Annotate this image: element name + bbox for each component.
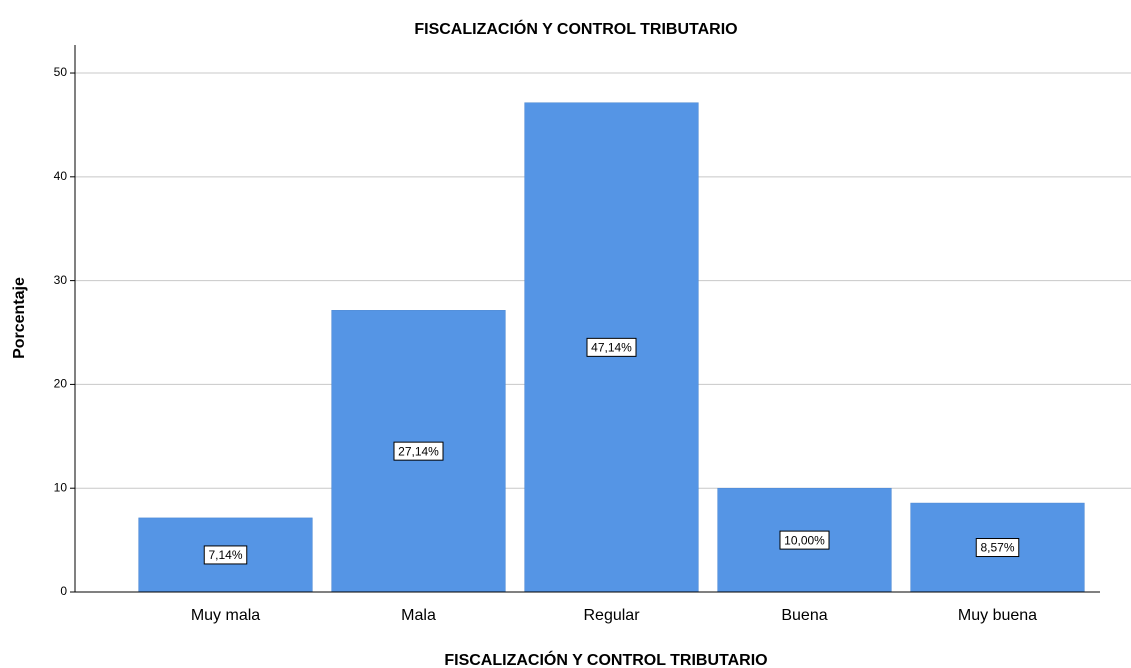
y-tick-label: 40 — [54, 169, 68, 183]
value-label-box — [779, 530, 830, 550]
y-tick-label: 0 — [60, 584, 67, 598]
value-label: 27,14% — [398, 444, 439, 458]
y-axis-title: Porcentaje — [11, 277, 28, 359]
y-tick-label: 50 — [54, 65, 68, 79]
x-tick-label: Mala — [401, 607, 436, 624]
value-label-box — [393, 441, 444, 461]
x-tick-label: Muy mala — [191, 607, 260, 624]
y-tick-label: 10 — [54, 480, 68, 494]
x-axis-title: FISCALIZACIÓN Y CONTROL TRIBUTARIO — [444, 650, 767, 668]
value-label: 7,14% — [208, 548, 242, 562]
y-tick-label: 30 — [54, 273, 68, 287]
value-label: 10,00% — [784, 533, 825, 547]
y-tick-label: 20 — [54, 377, 68, 391]
value-label: 8,57% — [980, 541, 1014, 555]
value-label-box — [975, 538, 1020, 558]
x-tick-label: Regular — [583, 607, 640, 624]
value-label-box — [203, 545, 248, 565]
value-label: 47,14% — [591, 341, 632, 355]
chart-title: FISCALIZACIÓN Y CONTROL TRIBUTARIO — [414, 19, 737, 38]
x-tick-label: Muy buena — [958, 607, 1037, 624]
value-label-box — [586, 337, 637, 357]
x-tick-label: Buena — [781, 607, 827, 624]
